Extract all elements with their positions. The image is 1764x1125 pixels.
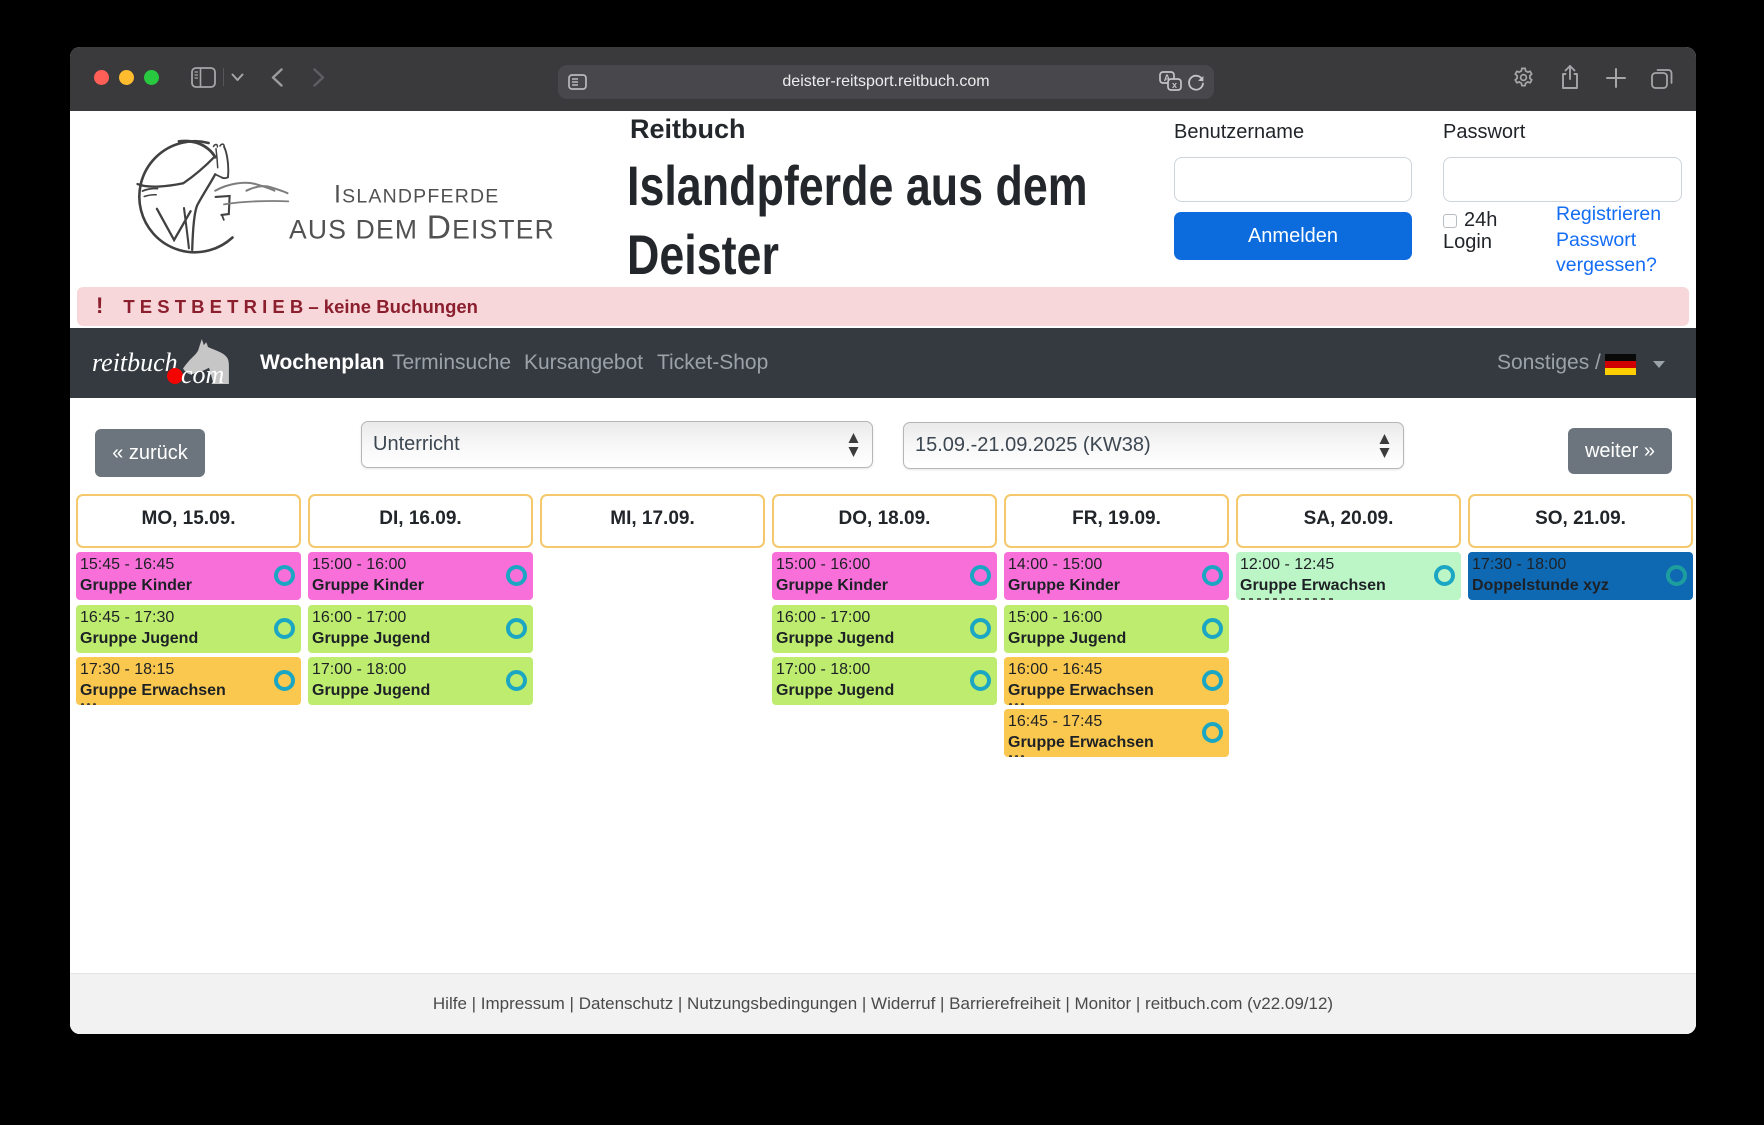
svg-text:ISLANDPFERDE: ISLANDPFERDE bbox=[334, 181, 499, 209]
svg-text:x: x bbox=[1172, 80, 1177, 90]
svg-text:A: A bbox=[1164, 73, 1171, 83]
svg-text:AUS DEM DEISTER: AUS DEM DEISTER bbox=[289, 210, 555, 247]
